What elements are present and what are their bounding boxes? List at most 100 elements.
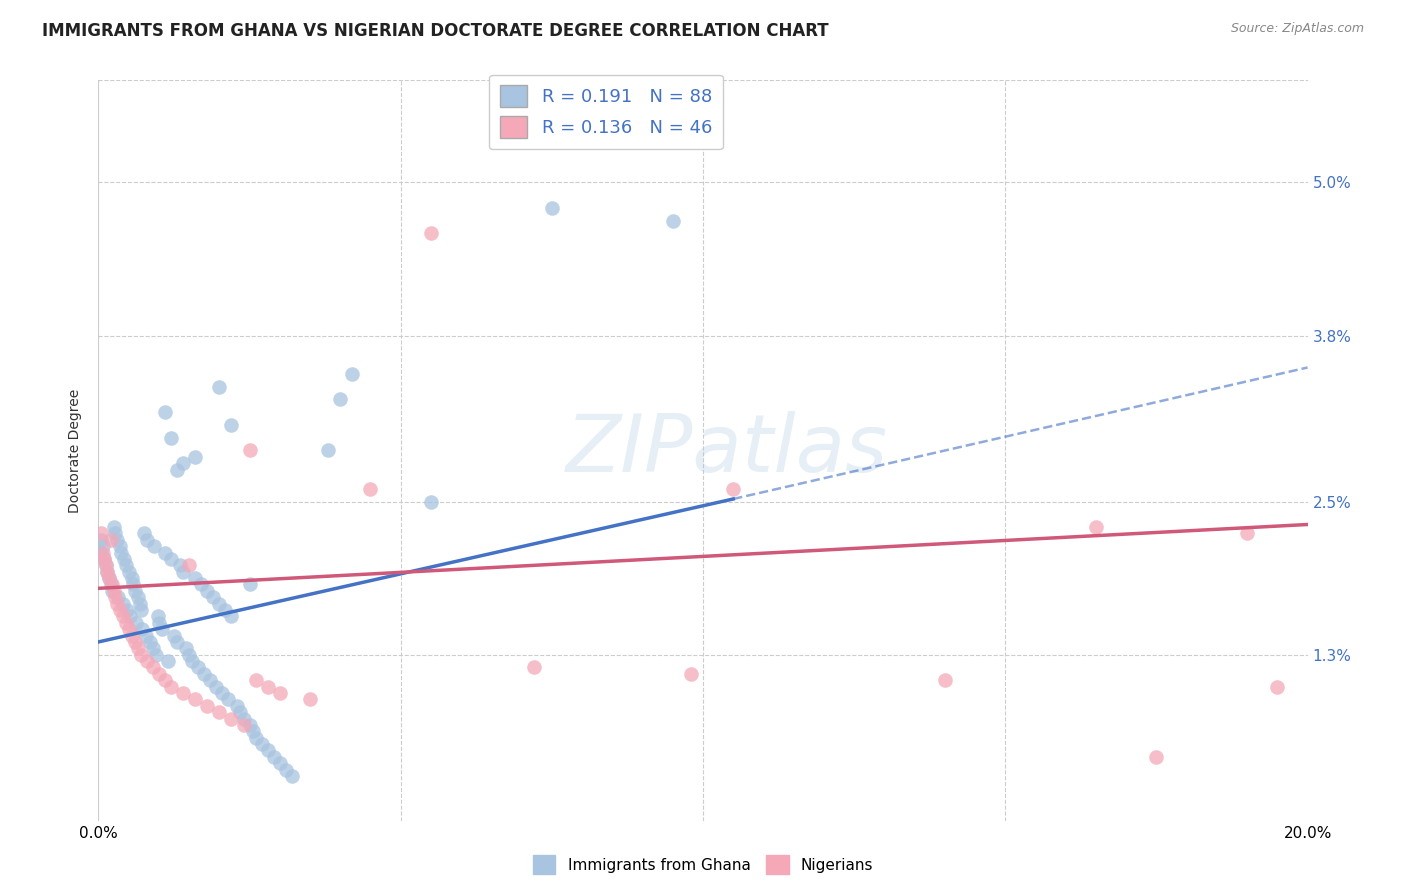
Text: IMMIGRANTS FROM GHANA VS NIGERIAN DOCTORATE DEGREE CORRELATION CHART: IMMIGRANTS FROM GHANA VS NIGERIAN DOCTOR… — [42, 22, 828, 40]
Point — [420, 494, 443, 508]
Point — [135, 654, 157, 668]
Point — [100, 577, 122, 591]
Point — [118, 609, 141, 624]
Point — [239, 718, 262, 732]
Legend: Immigrants from Ghana, Nigerians: Immigrants from Ghana, Nigerians — [526, 849, 880, 880]
Point — [239, 443, 262, 458]
Point — [163, 628, 186, 642]
Point — [195, 698, 218, 713]
Point — [104, 591, 127, 605]
Point — [153, 545, 176, 559]
Point — [160, 431, 183, 445]
Point — [679, 666, 702, 681]
Point — [103, 520, 125, 534]
Point — [360, 482, 382, 496]
Point — [242, 724, 264, 739]
Point — [153, 405, 176, 419]
Point — [118, 565, 141, 579]
Point — [91, 545, 114, 559]
Point — [104, 526, 127, 541]
Point — [129, 648, 152, 662]
Point — [187, 660, 209, 674]
Point — [208, 705, 231, 719]
Point — [135, 628, 157, 642]
Y-axis label: Doctorate Degree: Doctorate Degree — [69, 388, 83, 513]
Point — [96, 565, 118, 579]
Point — [269, 686, 291, 700]
Point — [121, 571, 143, 585]
Point — [108, 603, 131, 617]
Point — [202, 591, 225, 605]
Point — [181, 654, 204, 668]
Point — [142, 641, 165, 656]
Point — [184, 692, 207, 706]
Point — [245, 731, 267, 745]
Point — [108, 539, 131, 553]
Point — [145, 648, 167, 662]
Point — [91, 539, 114, 553]
Point — [131, 622, 153, 636]
Point — [221, 417, 243, 432]
Point — [121, 628, 143, 642]
Point — [208, 597, 231, 611]
Text: ZIPatlas: ZIPatlas — [567, 411, 889, 490]
Point — [190, 577, 212, 591]
Point — [143, 539, 166, 553]
Point — [153, 673, 176, 688]
Point — [281, 769, 304, 783]
Point — [105, 533, 128, 547]
Point — [205, 680, 228, 694]
Point — [195, 583, 218, 598]
Point — [117, 603, 139, 617]
Point — [100, 583, 122, 598]
Point — [114, 558, 136, 573]
Point — [160, 552, 183, 566]
Point — [93, 552, 115, 566]
Point — [169, 558, 191, 573]
Point — [226, 698, 249, 713]
Point — [245, 673, 267, 688]
Point — [127, 591, 149, 605]
Point — [342, 367, 364, 381]
Point — [118, 622, 141, 636]
Point — [269, 756, 291, 771]
Point — [96, 565, 118, 579]
Point — [172, 456, 194, 470]
Point — [166, 462, 188, 476]
Point — [184, 450, 207, 464]
Point — [124, 583, 146, 598]
Point — [221, 712, 243, 726]
Point — [100, 577, 122, 591]
Point — [420, 227, 443, 241]
Point — [146, 609, 169, 624]
Point — [98, 571, 121, 585]
Point — [239, 577, 262, 591]
Point — [179, 648, 201, 662]
Point — [90, 545, 112, 559]
Point — [90, 533, 112, 547]
Point — [112, 552, 135, 566]
Point — [934, 673, 956, 688]
Point — [111, 597, 134, 611]
Point — [256, 680, 278, 694]
Point — [160, 680, 183, 694]
Point — [723, 482, 745, 496]
Point — [661, 213, 683, 227]
Point — [129, 603, 152, 617]
Point — [172, 686, 194, 700]
Point — [124, 635, 146, 649]
Point — [232, 718, 254, 732]
Point — [105, 597, 128, 611]
Point — [148, 615, 170, 630]
Point — [274, 763, 297, 777]
Point — [107, 591, 129, 605]
Point — [1267, 680, 1289, 694]
Point — [148, 666, 170, 681]
Point — [110, 545, 132, 559]
Point — [329, 392, 352, 407]
Point — [172, 565, 194, 579]
Text: Source: ZipAtlas.com: Source: ZipAtlas.com — [1230, 22, 1364, 36]
Point — [132, 526, 155, 541]
Point — [94, 558, 117, 573]
Point — [1085, 520, 1108, 534]
